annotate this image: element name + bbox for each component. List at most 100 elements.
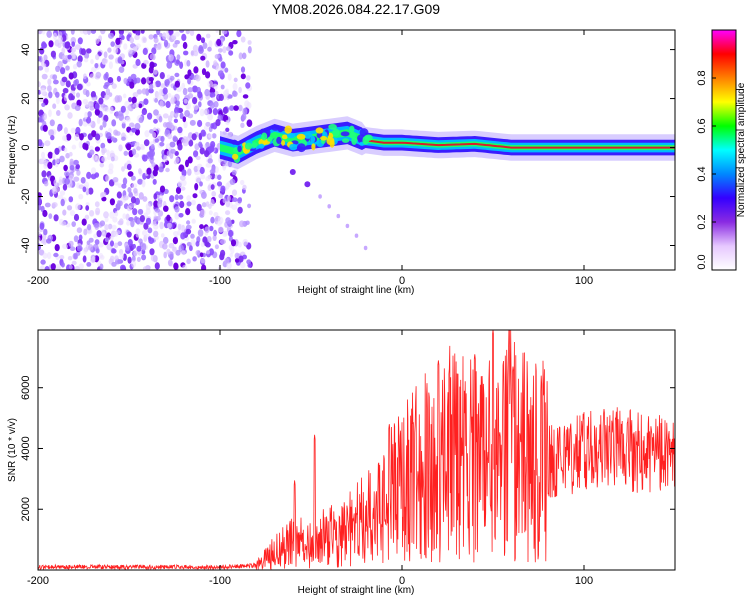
noise-dot <box>182 41 188 50</box>
noise-dot <box>41 42 48 49</box>
noise-dot <box>162 113 169 119</box>
noise-dot <box>205 121 211 127</box>
noise-dot <box>52 103 57 109</box>
spectrogram-y-label: Frequency (Hz) <box>7 116 18 185</box>
noise-dot <box>224 67 229 73</box>
noise-dot <box>78 141 83 149</box>
noise-dot <box>172 237 178 245</box>
noise-dot <box>133 187 138 194</box>
noise-dot <box>195 250 200 256</box>
noise-dot <box>217 226 224 233</box>
tail-dot <box>318 194 322 199</box>
noise-dot <box>123 43 128 50</box>
noise-dot <box>192 256 197 262</box>
noise-dot <box>104 94 110 100</box>
noise-dot <box>217 70 224 77</box>
noise-dot <box>247 203 252 209</box>
snr-frame <box>37 329 676 571</box>
noise-dot <box>198 101 202 108</box>
noise-dot <box>208 210 213 216</box>
noise-dot <box>83 247 88 255</box>
noise-dot <box>182 264 188 270</box>
noise-dot <box>242 107 248 116</box>
noise-dot <box>186 201 192 207</box>
noise-dot <box>174 107 180 115</box>
noise-dot <box>237 197 243 204</box>
noise-dot <box>232 90 238 97</box>
tail-dot <box>345 223 350 229</box>
noise-dot <box>62 87 69 94</box>
y-tick-label: 0 <box>20 144 32 150</box>
noise-dot <box>116 191 122 199</box>
noise-dot <box>84 214 90 220</box>
noise-dot <box>82 255 87 263</box>
noise-dot <box>126 205 132 212</box>
noise-dot <box>103 106 110 113</box>
noise-dot <box>185 228 192 235</box>
noise-dot <box>212 108 218 116</box>
noise-dot <box>187 168 192 176</box>
noise-dot <box>114 211 119 217</box>
noise-dot <box>200 174 206 180</box>
noise-dot <box>46 30 52 38</box>
noise-dot <box>244 100 250 108</box>
noise-dot <box>185 30 190 35</box>
noise-dot <box>78 234 83 241</box>
noise-dot <box>74 44 81 50</box>
colorbar-frame <box>711 29 737 271</box>
noise-dot <box>125 116 131 122</box>
noise-dot <box>70 47 77 53</box>
noise-dot <box>181 179 187 187</box>
noise-dot <box>91 66 97 72</box>
x-tick-label: -100 <box>209 275 231 287</box>
noise-dot <box>184 110 191 117</box>
noise-dot <box>158 194 164 201</box>
noise-dot <box>101 156 107 162</box>
noise-dot <box>49 119 55 127</box>
noise-dot <box>190 233 195 239</box>
noise-dot <box>237 241 242 248</box>
x-tick-label: 100 <box>575 575 593 587</box>
noise-dot <box>77 37 83 45</box>
noise-dot <box>149 61 155 69</box>
noise-dot <box>138 168 142 175</box>
noise-dot <box>173 118 178 124</box>
noise-dot <box>190 239 196 247</box>
noise-dot <box>167 222 172 229</box>
noise-dot <box>210 184 215 190</box>
noise-dot <box>185 159 189 168</box>
noise-dot <box>184 74 190 80</box>
noise-dot <box>129 122 135 128</box>
noise-dot <box>190 50 195 56</box>
noise-dot <box>94 172 100 178</box>
noise-dot <box>107 77 114 84</box>
noise-dot <box>179 61 184 69</box>
noise-dot <box>186 60 191 67</box>
ridge-blob <box>332 128 340 137</box>
noise-dot <box>189 119 196 126</box>
noise-dot <box>59 255 65 260</box>
noise-dot <box>38 56 42 62</box>
noise-dot <box>138 192 144 200</box>
noise-dot <box>158 166 164 173</box>
noise-dot <box>106 155 111 160</box>
noise-dot <box>85 205 90 211</box>
noise-dot <box>48 129 55 137</box>
noise-dot <box>78 184 85 189</box>
noise-dot <box>162 236 169 245</box>
noise-dot <box>94 201 100 208</box>
noise-dot <box>52 32 58 40</box>
noise-dot <box>131 255 136 262</box>
noise-dot <box>209 92 216 98</box>
noise-dot <box>136 89 143 95</box>
noise-dot <box>153 200 159 208</box>
noise-dot <box>181 33 187 42</box>
noise-dot <box>123 150 129 156</box>
noise-dot <box>57 35 63 43</box>
noise-dot <box>135 30 141 37</box>
noise-dot <box>153 109 159 116</box>
noise-dot <box>114 95 121 103</box>
ridge-blob <box>261 132 268 141</box>
ridge-blob <box>289 143 298 151</box>
noise-dot <box>166 74 171 79</box>
